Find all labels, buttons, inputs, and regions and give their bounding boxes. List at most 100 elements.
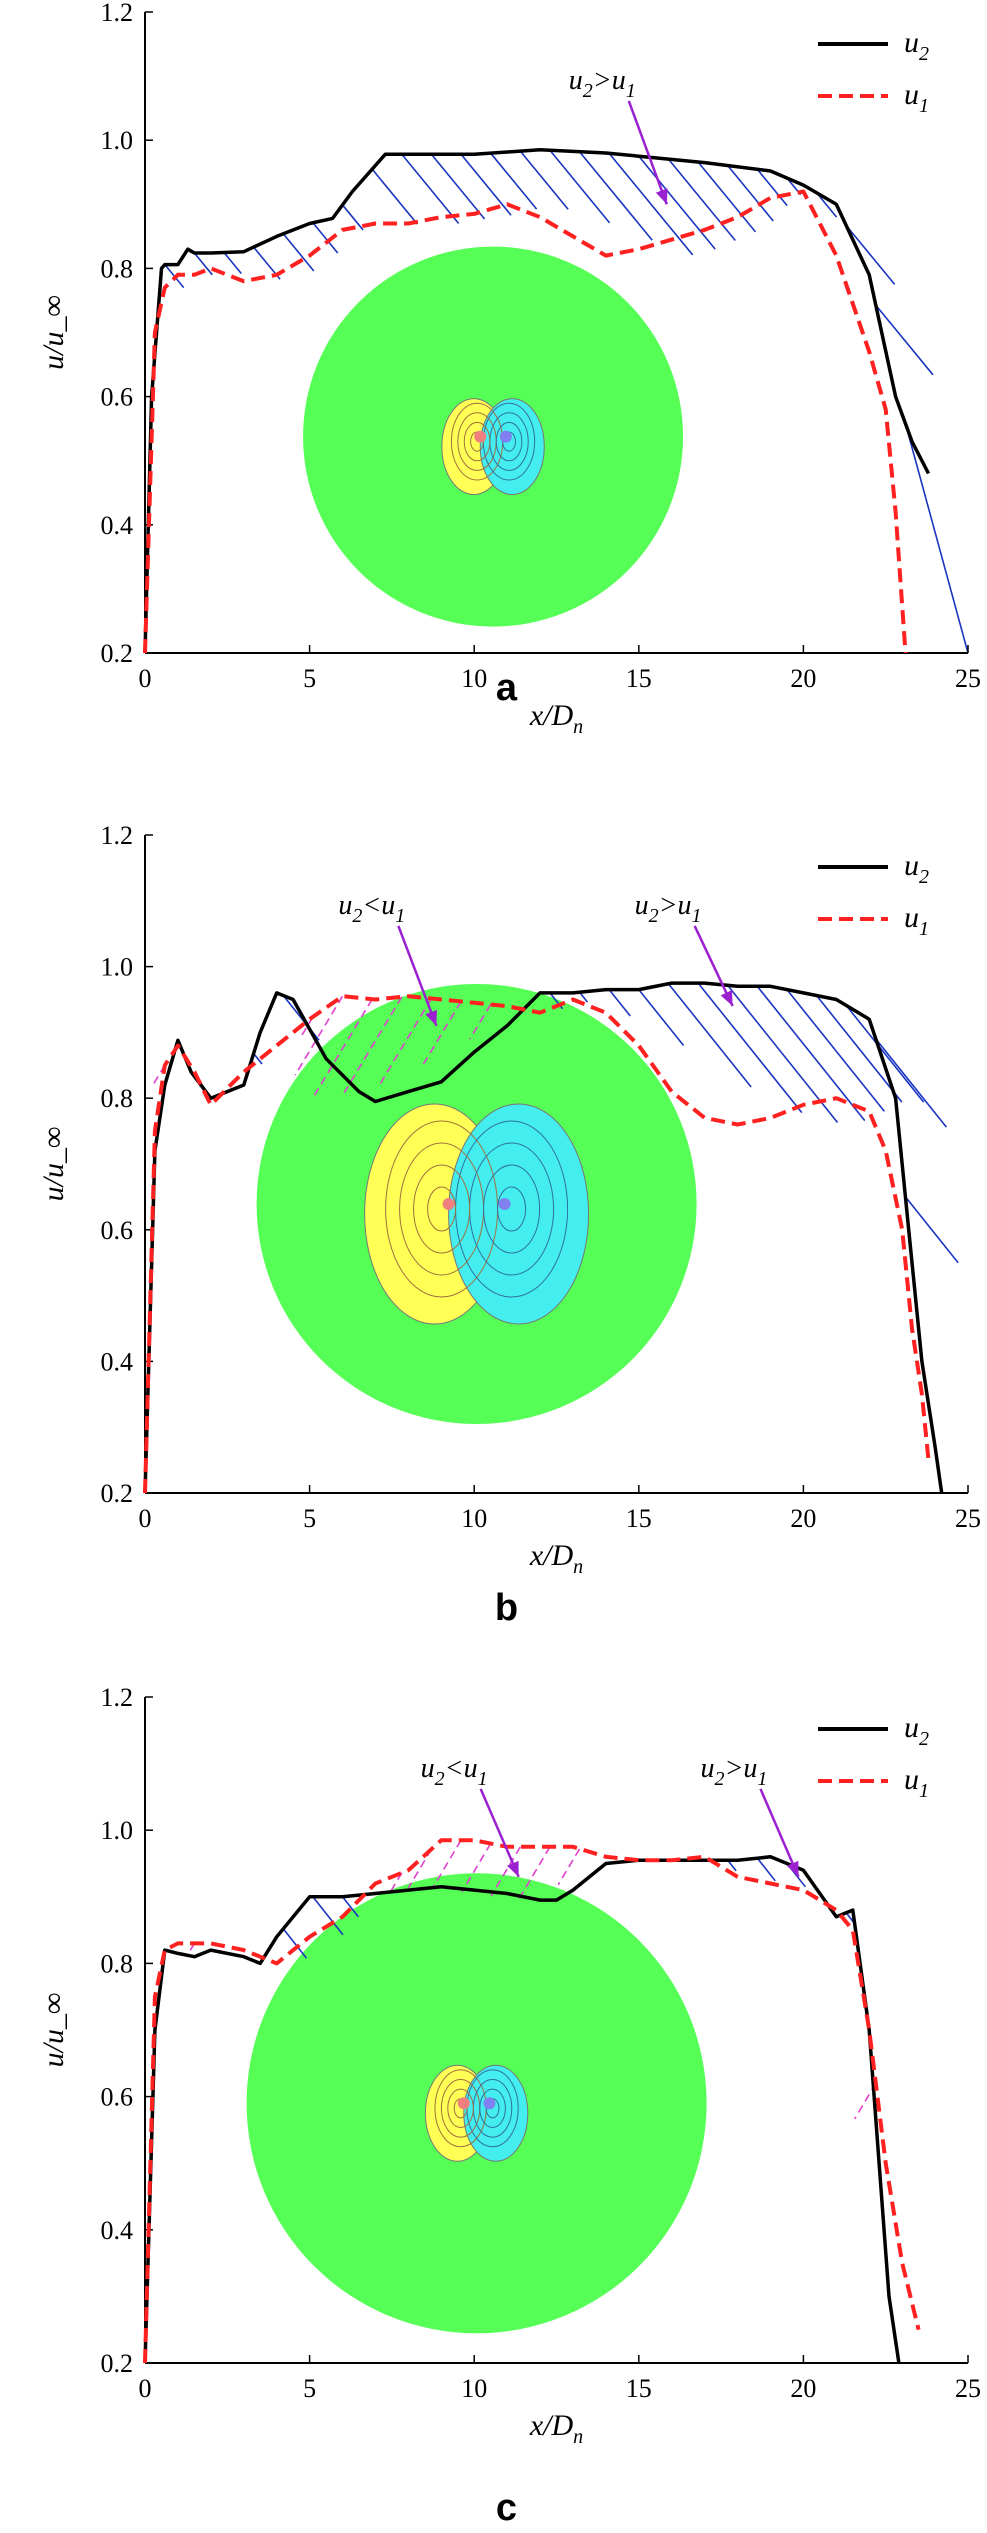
y-tick-label: 0.4 [101,511,134,540]
hatch-line [282,233,315,272]
hatch-line [341,204,364,231]
hatch-line [517,1846,551,1901]
panel-b: 0 5 10 15 20 250.20.40.60.81.01.2x/Dnu/u_∞u2u… [37,821,981,1629]
legend-label-u1: u1 [904,78,929,117]
hatch-line [311,998,373,1100]
hatch-line [312,1896,344,1936]
inset-lobe-right [479,398,545,496]
hatch-line [549,149,611,224]
panel-label: c [496,2487,517,2529]
y-tick-label: 1.2 [101,821,134,850]
x-tick-label: 0 [139,664,152,693]
annotation-arrow [627,100,668,205]
hatch-line [845,1912,855,1923]
inset-core [499,430,512,443]
hatch-line [282,1928,308,1959]
annotation-arrowhead [507,1860,519,1877]
annotation-gt: u2>u1 [569,65,636,102]
hatch-line [875,1038,948,1128]
annotation-arrowhead [720,990,733,1007]
inset-contour-line [447,2088,474,2129]
inset-core [457,2097,470,2110]
hatch-line [638,989,685,1047]
panel-a: 0 5 10 15 20 250.20.40.60.81.01.2x/Dnu/u_∞u2u… [37,0,981,738]
hatch-line [904,423,969,654]
annotation-arrowhead [425,1009,437,1026]
y-axis-label: u/u_∞ [37,1993,70,2068]
x-tick-label: 20 [790,1504,816,1533]
inset-contour-line [479,2088,506,2129]
hatch-line [578,151,653,241]
annotation-arrowhead [786,1860,799,1877]
hatch-region-a [164,149,969,654]
hatch-line [667,983,752,1088]
x-tick-label: 25 [955,2374,981,2403]
y-tick-label: 1.2 [101,1683,134,1712]
y-tick-label: 0.4 [101,1347,134,1376]
hatch-line [312,222,339,254]
x-tick-label: 10 [461,2374,487,2403]
inset-contour-line [413,1164,471,1254]
inset-contour-line [463,421,491,462]
series-u2-line [143,148,931,654]
hatch-line [390,1872,403,1892]
inset-lobe-right [463,2064,529,2162]
panel-label: a [496,667,518,709]
hatch-line [185,1943,196,1958]
series-u1-line [143,994,931,1494]
inset-core [498,1198,511,1210]
annotation-arrow [693,925,734,1007]
hatch-line [341,1896,359,1918]
x-tick-label: 5 [303,664,316,693]
hatch-line [371,168,418,225]
annotation-arrow [479,1788,520,1878]
inset-core [442,1198,455,1210]
x-tick-label: 15 [626,2374,652,2403]
legend-label-u2: u2 [904,26,929,65]
y-tick-label: 1.0 [101,126,134,155]
hatch-line [727,165,774,222]
x-tick-label: 5 [303,2374,316,2403]
hatch-line [430,153,486,220]
hatch-line [557,1848,581,1886]
y-tick-label: 0.2 [101,2349,134,2378]
hatch-line [845,224,896,285]
hatch-line [608,152,694,256]
annotation-lt: u2<u1 [338,890,405,927]
inset-contour-line [483,1164,541,1254]
y-axis-label: u/u_∞ [37,295,70,370]
hatch-line [469,1004,492,1040]
x-tick-label: 20 [790,664,816,693]
inset-contour-c [246,1873,707,2334]
y-tick-label: 0.6 [101,2083,134,2112]
hatch-line [378,998,433,1086]
hatch-line [431,1839,462,1890]
hatch-line [490,1846,521,1897]
hatch-line [756,1857,776,1882]
y-tick-label: 1.0 [101,953,134,982]
y-tick-label: 0.8 [101,1949,134,1978]
annotation-arrow [397,925,438,1027]
hatch-line [253,1052,263,1065]
hatch-line [875,304,934,376]
series-u1-line [143,189,908,654]
hatch-line [697,161,757,233]
hatch-line [460,153,512,216]
x-axis-label: x/Dn [529,2409,583,2448]
inset-contour-line [497,1186,527,1232]
hatch-line [667,158,736,242]
y-tick-label: 0.8 [101,254,134,283]
inset-contour-line [495,421,523,462]
y-tick-label: 0.4 [101,2216,134,2245]
annotation-lt: u2<u1 [421,1753,488,1790]
x-tick-label: 15 [626,664,652,693]
legend-label-u1: u1 [904,1763,929,1802]
x-tick-label: 15 [626,1504,652,1533]
hatch-line [490,152,538,210]
inset-contour-b [256,984,697,1424]
x-tick-label: 25 [955,1504,981,1533]
hatch-line [815,995,903,1103]
